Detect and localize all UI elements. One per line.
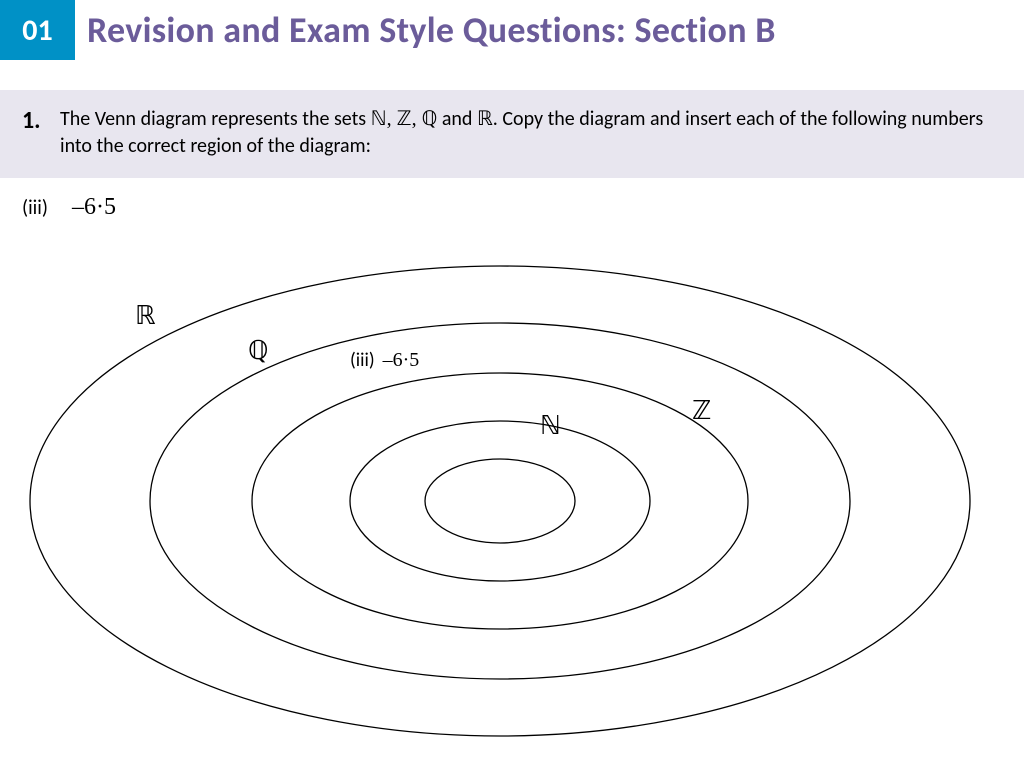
- venn-ellipse: [150, 323, 850, 679]
- question-text-pre: The Venn diagram represents the sets: [60, 107, 371, 131]
- set-label: ℤ: [692, 396, 711, 426]
- venn-ellipse: [252, 373, 748, 629]
- question-set-last: ℝ: [477, 108, 493, 130]
- answer-in-diagram: (iii) –6·5: [350, 349, 419, 372]
- question-text: The Venn diagram represents the sets ℕ, …: [60, 106, 994, 160]
- subpart-value: –6·5: [72, 194, 116, 221]
- subpart-label: (iii): [22, 196, 72, 220]
- question-number: 1.: [22, 106, 60, 160]
- set-label: ℚ: [248, 336, 268, 366]
- answer-label: (iii): [350, 349, 375, 372]
- chapter-number-box: 01: [0, 0, 75, 60]
- page-title: Revision and Exam Style Questions: Secti…: [87, 8, 776, 52]
- venn-ellipse: [30, 266, 970, 736]
- header-bar: 01 Revision and Exam Style Questions: Se…: [0, 0, 1024, 60]
- question-sets: ℕ, ℤ, ℚ: [371, 108, 438, 130]
- answer-value: –6·5: [383, 349, 420, 371]
- question-join: and: [437, 107, 477, 131]
- venn-diagram: ℝ ℚ ℤ ℕ (iii) –6·5: [0, 221, 1024, 741]
- venn-svg: [0, 221, 1024, 741]
- venn-ellipse: [425, 459, 575, 543]
- set-label: ℝ: [135, 301, 156, 331]
- question-panel: 1. The Venn diagram represents the sets …: [0, 90, 1024, 178]
- venn-ellipse: [350, 421, 650, 581]
- set-label: ℕ: [540, 411, 561, 441]
- subpart-row: (iii) –6·5: [0, 178, 1024, 221]
